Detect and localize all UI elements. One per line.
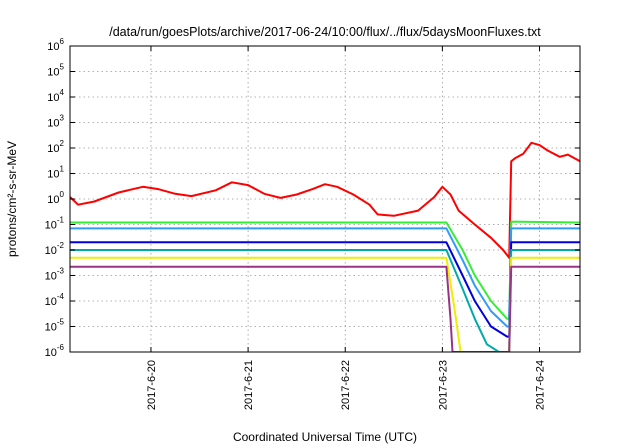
x-axis-label: Coordinated Universal Time (UTC) — [233, 430, 417, 444]
y-tick-label: 10-6 — [45, 343, 65, 359]
series-layer — [70, 141, 580, 352]
x-tick-label: 2017-6-22 — [340, 360, 352, 410]
y-tick-label: 10-4 — [45, 292, 65, 308]
y-tick-label: 10-5 — [45, 318, 65, 334]
series-line-6 — [70, 256, 580, 352]
x-tick-label: 2017-6-24 — [535, 360, 547, 410]
y-tick-label: 105 — [47, 63, 64, 79]
y-axis: 10-6 10-5 10-4 10-3 10-2 10-1 100 101 102 103 104 1… — [45, 37, 580, 359]
y-tick-label: 10-1 — [45, 216, 65, 232]
series-line-2 — [70, 220, 580, 320]
x-tick-label: 2017-6-20 — [146, 360, 158, 410]
y-tick-label: 106 — [47, 37, 64, 53]
x-tick-label: 2017-6-21 — [243, 360, 255, 410]
y-tick-label: 10-2 — [45, 241, 65, 257]
y-tick-label: 10-3 — [45, 267, 65, 283]
series-line-1 — [70, 141, 580, 259]
y-tick-label: 100 — [47, 190, 64, 206]
y-tick-label: 103 — [47, 114, 64, 130]
y-tick-label: 101 — [47, 165, 64, 181]
chart-title: /data/run/goesPlots/archive/2017-06-24/1… — [109, 25, 541, 39]
x-axis: 2017-6-20 2017-6-21 2017-6-22 2017-6-23 2017… — [146, 46, 547, 410]
y-tick-label: 104 — [47, 88, 64, 104]
y-tick-label: 102 — [47, 139, 64, 155]
x-tick-label: 2017-6-23 — [437, 360, 449, 410]
grid — [70, 46, 580, 352]
y-axis-label: protons/cm²-s-sr-MeV — [5, 141, 19, 257]
series-line-7 — [70, 265, 580, 352]
